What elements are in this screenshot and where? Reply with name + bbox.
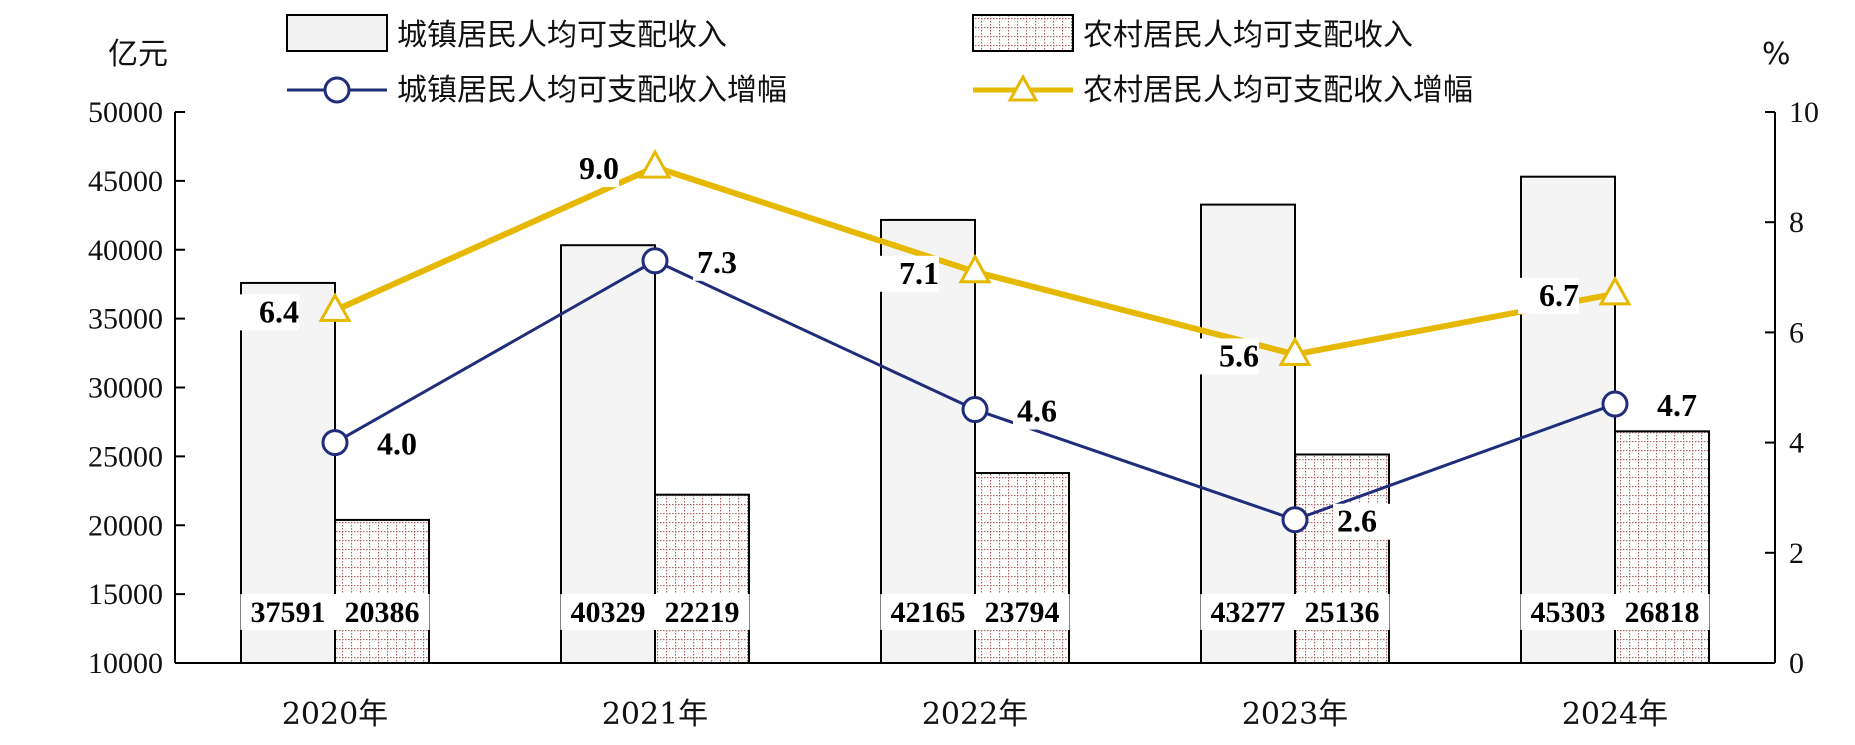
rural-growth-value-label-bg [238,294,299,331]
right-tick-label: 4 [1789,427,1804,460]
left-tick-label: 20000 [88,509,163,542]
left-tick-label: 35000 [88,303,163,336]
rural-growth-marker [638,149,672,179]
right-axis-unit: % [1762,37,1791,72]
left-tick-label: 40000 [88,234,163,267]
x-category-label: 2020年 [282,697,388,732]
left-tick-label: 15000 [88,578,163,611]
urban-growth-marker [1601,390,1629,418]
right-tick-label: 0 [1789,647,1804,680]
left-tick-label: 25000 [88,440,163,473]
legend-swatch-rural-income [972,14,1074,52]
x-category-label: 2022年 [922,697,1028,732]
right-tick-label: 6 [1789,316,1804,349]
rural-income-bar [974,471,1070,664]
left-axis-unit: 亿元 [108,37,168,72]
legend-label-rural-income: 农村居民人均可支配收入 [1083,18,1413,53]
legend-label-urban-income: 城镇居民人均可支配收入 [397,18,727,53]
urban-income-value-label: 43277 [1211,596,1286,629]
urban-growth-value-label-bg [1333,503,1394,540]
urban-income-bar [880,218,976,664]
rural-growth-marker [958,253,992,284]
urban-growth-marker [961,396,989,424]
left-tick-label: 10000 [88,647,163,680]
rural-growth-value-label: 6.7 [1539,277,1579,313]
left-tick-label: 30000 [88,372,163,405]
legend-circle-marker [323,76,351,104]
urban-income-bar [1200,203,1296,665]
rural-growth-value-label: 7.1 [899,255,939,291]
rural-growth-value-label: 5.6 [1219,337,1259,373]
value-labels: 37591 20386 4.0 6.4 40329 22219 7.3 9.0 42165 237… [238,150,1714,630]
x-category-label: 2021年 [602,697,708,732]
urban-growth-value-label: 4.7 [1657,387,1697,423]
rural-income-value-label: 20386 [345,596,420,629]
urban-income-value-label: 42165 [891,596,966,629]
rural-income-value-label-bg [1294,594,1390,630]
bars [240,175,1710,665]
rural-growth-value-label-bg [558,151,619,188]
x-category-label: 2023年 [1242,697,1348,732]
rural-income-value-label: 25136 [1305,596,1380,629]
urban-growth-value-label: 7.3 [697,244,737,280]
urban-income-value-label-bg [240,594,336,630]
rural-income-value-label-bg [334,594,430,630]
urban-growth-value-label-bg [1653,388,1714,425]
urban-growth-marker [641,247,669,275]
legend-label-urban-growth: 城镇居民人均可支配收入增幅 [397,73,787,108]
urban-growth-value-label-bg [693,244,754,281]
growth-lines [318,149,1632,534]
urban-income-value-label-bg [560,594,656,630]
rural-growth-marker [1598,275,1632,306]
right-tick-label: 10 [1789,96,1819,129]
urban-income-bar [560,244,656,664]
rural-income-value-label-bg [974,594,1070,630]
urban-income-value-label: 37591 [251,596,326,629]
legend-triangle-marker [1007,73,1039,102]
rural-income-value-label: 23794 [985,596,1060,629]
urban-growth-marker [1281,506,1309,534]
urban-growth-value-label-bg [373,426,434,463]
rural-growth-marker [318,292,352,322]
rural-income-value-label: 26818 [1625,596,1700,629]
urban-growth-value-label: 4.6 [1017,393,1057,429]
urban-growth-value-label-bg [1013,393,1074,430]
rural-income-value-label-bg [654,594,750,630]
rural-growth-value-label-bg [1518,277,1579,314]
left-tick-label: 50000 [88,96,163,129]
urban-growth-value-label: 2.6 [1337,503,1377,539]
urban-income-value-label-bg [880,594,976,630]
rural-income-bar [334,518,430,665]
right-tick-label: 2 [1789,537,1804,570]
legend-label-rural-growth: 农村居民人均可支配收入增幅 [1083,73,1473,108]
rural-growth-value-label: 9.0 [579,150,619,186]
rural-income-bar [1294,453,1390,664]
legend: 城镇居民人均可支配收入 农村居民人均可支配收入 城镇居民人均可支配收入增幅 农村… [286,14,1473,108]
urban-growth-value-label: 4.0 [377,426,417,462]
left-tick-label: 45000 [88,165,163,198]
rural-income-value-label-bg [1614,594,1710,630]
rural-growth-value-label-bg [1198,338,1259,375]
legend-swatch-urban-income [286,14,388,52]
x-category-label: 2024年 [1562,697,1668,732]
rural-growth-value-label: 6.4 [259,293,299,329]
urban-income-value-label-bg [1520,594,1616,630]
urban-income-value-label-bg [1200,594,1296,630]
axes: 1000015000200002500030000350004000045000… [88,96,1819,732]
right-tick-label: 8 [1789,206,1804,239]
rural-growth-marker [1278,336,1312,366]
urban-growth-marker [321,429,349,457]
rural-income-value-label: 22219 [665,596,740,629]
rural-growth-value-label-bg [878,255,939,292]
rural-income-bar [654,493,750,665]
urban-income-value-label: 45303 [1531,596,1606,629]
urban-income-value-label: 40329 [571,596,646,629]
